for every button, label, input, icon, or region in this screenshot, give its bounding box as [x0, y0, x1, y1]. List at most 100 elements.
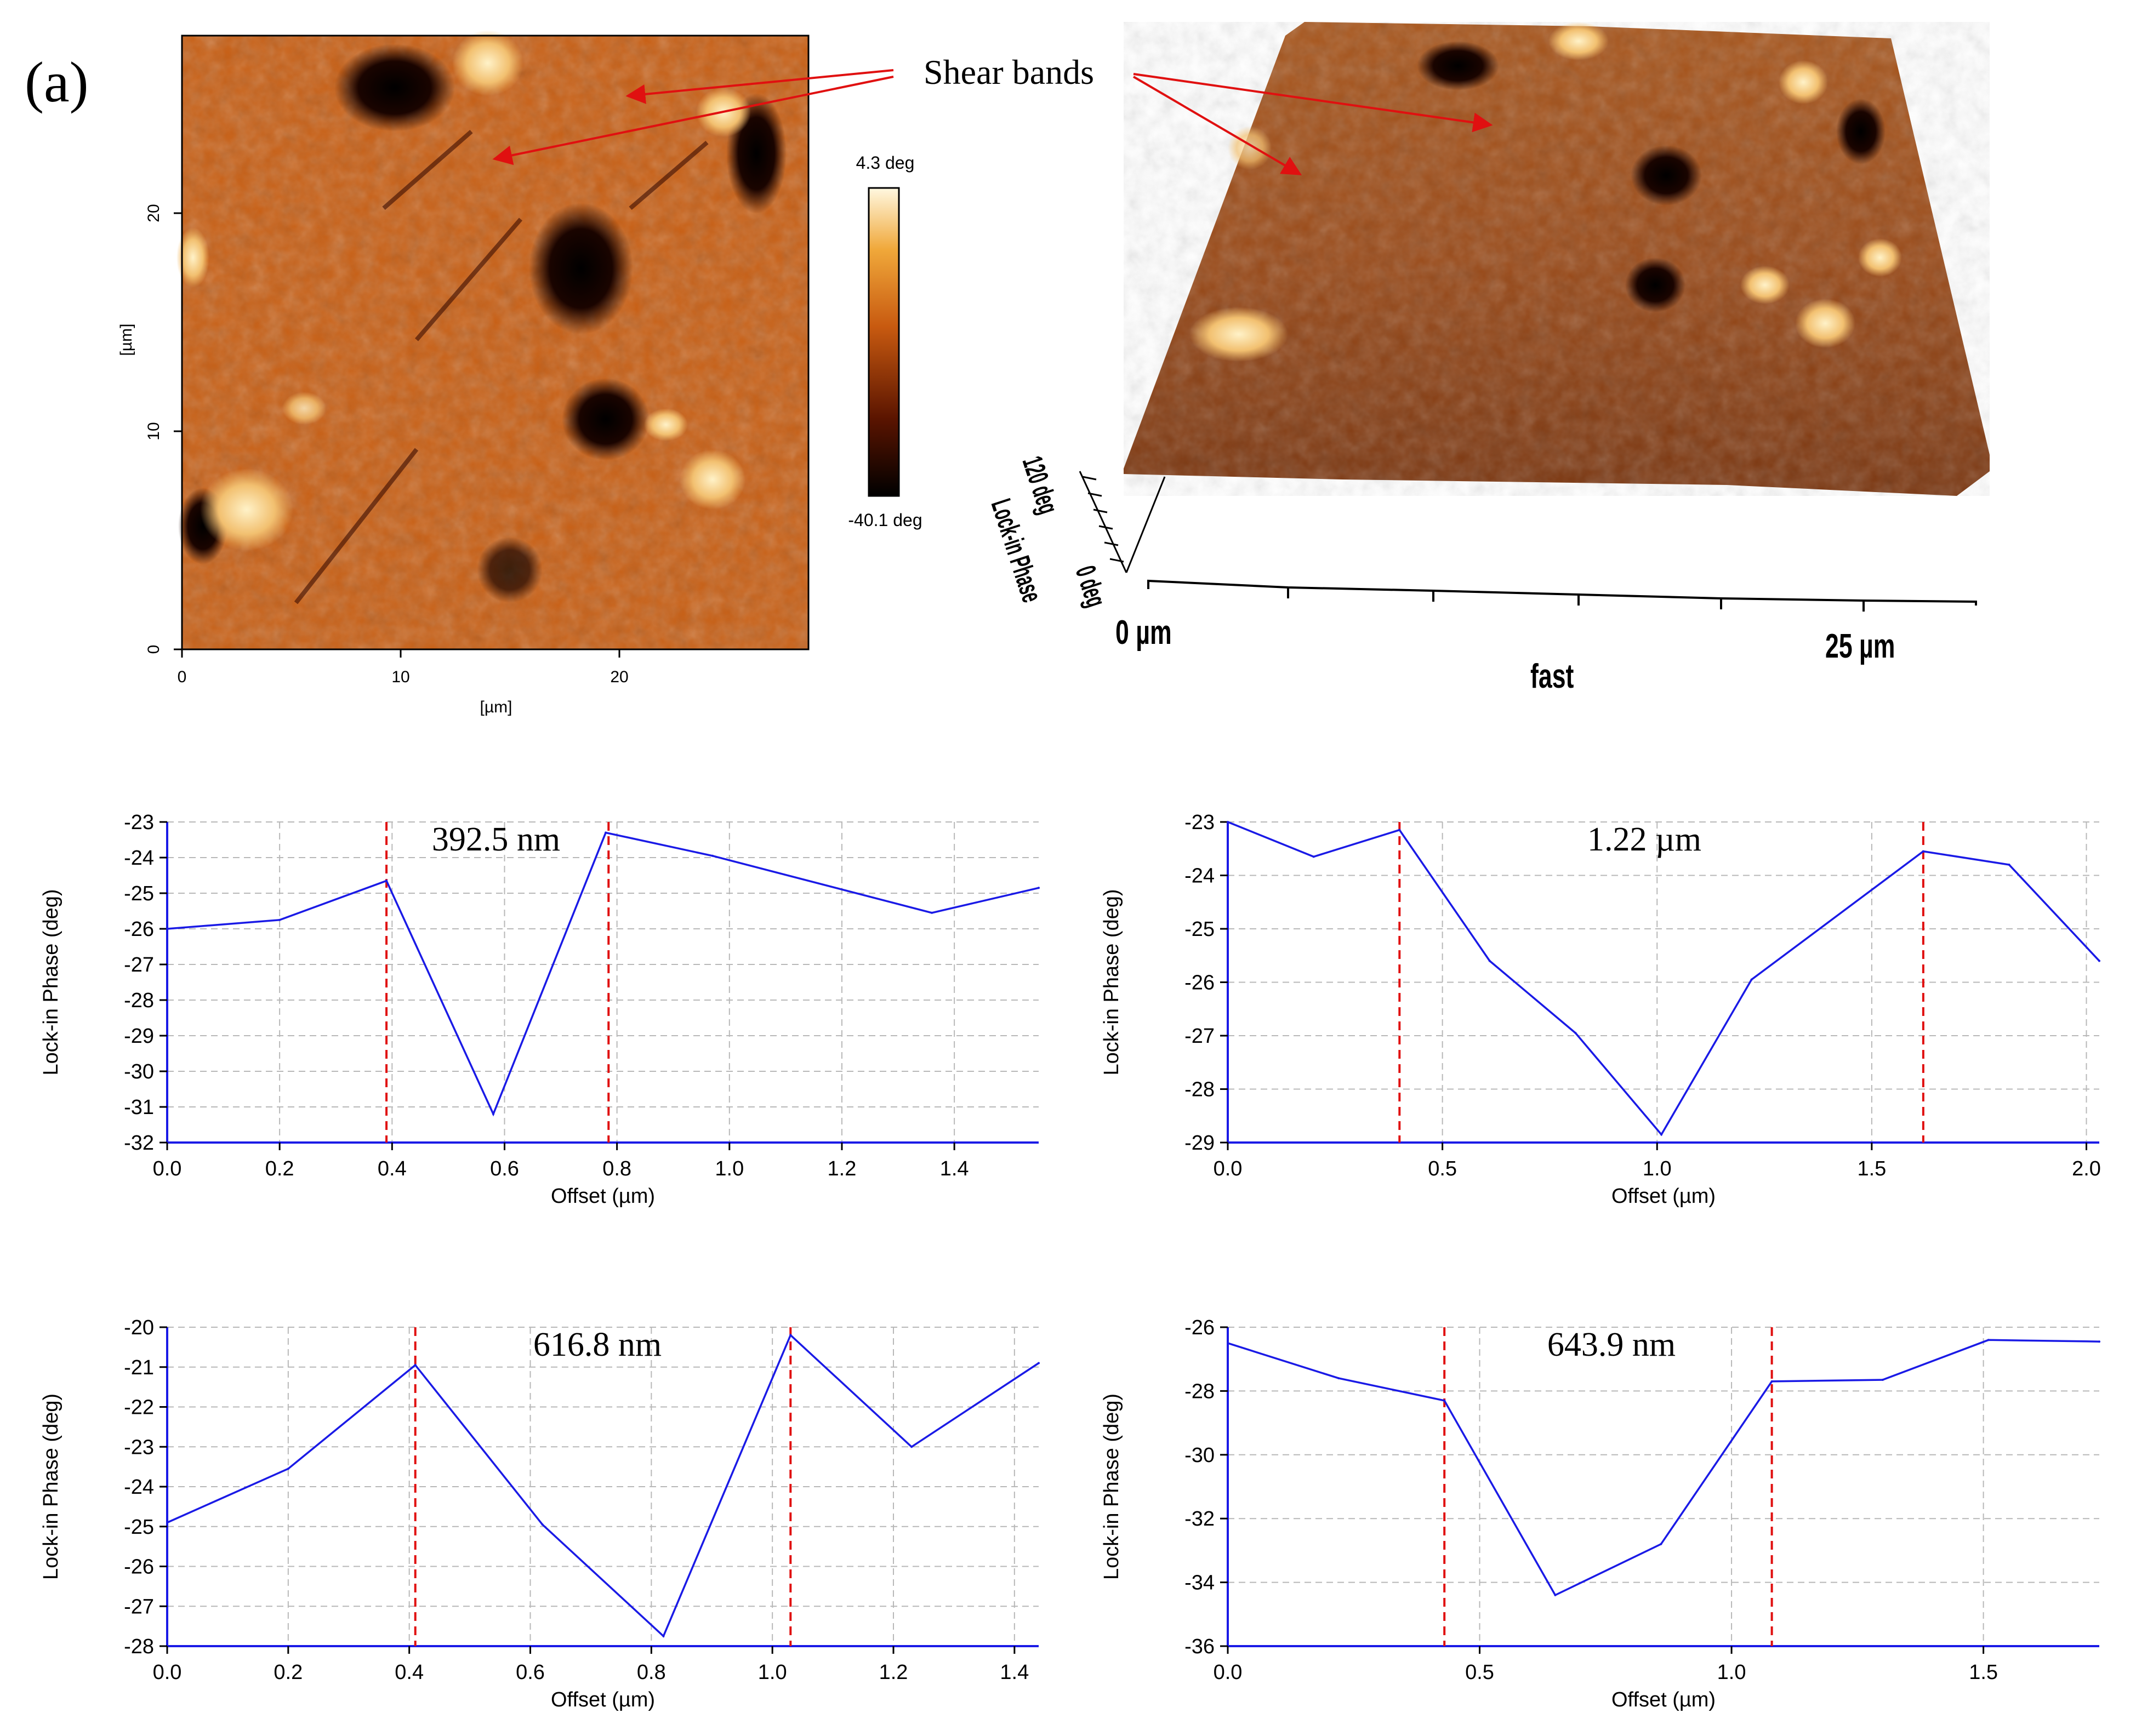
data-point [492, 1113, 494, 1115]
shear-arrow [1132, 76, 1302, 175]
afm-2d-ytick: 10 [145, 422, 163, 440]
x-tick-label: 0.0 [1214, 1157, 1243, 1180]
afm-3d-x-end: 25 µm [1825, 627, 1895, 665]
data-point [1488, 960, 1491, 962]
x-tick-label: 0.4 [395, 1661, 424, 1684]
x-tick-label: 0.6 [490, 1157, 519, 1180]
afm-3d-pit [1631, 145, 1702, 205]
afm-2d-xtick: 10 [391, 668, 409, 686]
data-point [1987, 1339, 1990, 1341]
colorbar-gradient [868, 187, 900, 497]
afm-3d-x-axis [1147, 579, 1977, 606]
data-point [1398, 829, 1401, 831]
y-tick-label: -24 [124, 1476, 154, 1499]
data-point [1337, 1377, 1340, 1380]
data-point [1038, 1362, 1040, 1364]
y-axis-title: Lock-in Phase (deg) [1100, 889, 1123, 1075]
x-tick-label: 1.5 [1969, 1661, 1998, 1684]
shear-arrow [492, 76, 894, 165]
x-axis-title: Offset (µm) [551, 1688, 655, 1711]
afm-3d-x-label: fast [1530, 658, 1574, 695]
data-point [1554, 1594, 1557, 1596]
y-tick-label: -31 [124, 1096, 154, 1119]
afm-3d-x-ticks [1287, 587, 1865, 612]
afm-3d-pit [1417, 41, 1499, 90]
y-tick-label: -29 [1184, 1132, 1215, 1155]
afm-3d-z-ticks [1079, 471, 1127, 573]
afm-3d-surface: 120 deg Lock-in Phase 0 deg 0 µm 25 µm f… [985, 22, 1990, 695]
y-tick-label: -21 [124, 1356, 154, 1379]
y-tick-label: -23 [1184, 811, 1215, 834]
y-tick-label: -26 [1184, 972, 1215, 995]
afm-2d-ytick: 0 [145, 645, 163, 654]
data-point [166, 928, 168, 930]
x-tick-label: 2.0 [2072, 1157, 2101, 1180]
shear-arrow [625, 69, 894, 104]
x-tick-label: 1.5 [1857, 1157, 1886, 1180]
y-tick-label: -25 [124, 1516, 154, 1539]
x-tick-label: 1.0 [1717, 1661, 1746, 1684]
y-axis-title: Lock-in Phase (deg) [39, 1394, 62, 1580]
data-point [2008, 864, 2010, 866]
x-tick-label: 0.2 [274, 1661, 303, 1684]
x-tick-label: 1.4 [940, 1157, 969, 1180]
data-point [278, 918, 281, 921]
afm-2d-ytick: 20 [145, 204, 163, 222]
y-axis-title: Lock-in Phase (deg) [39, 889, 62, 1075]
y-tick-label: -28 [124, 1635, 154, 1658]
data-point [1922, 850, 1924, 853]
afm-2d-shear-band [294, 129, 709, 604]
afm-2d-frame [181, 35, 810, 650]
profile-charts: -23-24-25-26-27-28-29-30-31-320.0 0.2 0.4 0… [39, 811, 2101, 1711]
x-tick-label: 0.2 [265, 1157, 294, 1180]
data-point [1660, 1133, 1663, 1136]
afm-2d-map: 0 10 20 [µm] 0 10 20 [µm] [117, 30, 810, 716]
afm-3d-x-start: 0 µm [1115, 614, 1172, 652]
afm-3d-z-range: 120 deg [1016, 452, 1064, 517]
afm-2d-ticks [174, 212, 620, 658]
data-point [662, 1635, 665, 1637]
profile-chart-p2: -23 -24 -25 -26 -27 -28 -290.0 0.5 1.0 1.5 2.0 Offs… [1100, 811, 2101, 1208]
afm-2d-bump [644, 408, 688, 441]
data-point [541, 1523, 544, 1526]
y-tick-label: -24 [1184, 865, 1215, 888]
data-point [2098, 960, 2100, 962]
x-tick-label: 1.0 [1643, 1157, 1672, 1180]
y-tick-label: -26 [124, 918, 154, 941]
afm-3d-bump [1548, 22, 1609, 60]
panel-label: (a) [25, 50, 89, 114]
colorbar-max-label: 4.3 deg [856, 153, 915, 173]
x-tick-label: 0.5 [1465, 1661, 1494, 1684]
data-point [1574, 1032, 1577, 1035]
shear-bands-annotation: Shear bands [492, 53, 1493, 175]
data-point [789, 1334, 792, 1337]
y-tick-label: -26 [1184, 1316, 1215, 1339]
colorbar: 4.3 deg -40.1 deg [848, 153, 922, 530]
y-tick-label: -22 [124, 1396, 154, 1419]
y-tick-label: -23 [124, 1436, 154, 1459]
afm-3d-texture [1124, 22, 1990, 496]
y-tick-label: -25 [124, 882, 154, 905]
x-tick-label: 1.0 [715, 1157, 744, 1180]
y-tick-label: -26 [124, 1556, 154, 1579]
x-tick-label: 0.8 [637, 1661, 666, 1684]
x-tick-label: 0.4 [378, 1157, 407, 1180]
data-point [1750, 978, 1753, 981]
afm-2d-bump [452, 30, 523, 96]
y-tick-label: -30 [1184, 1444, 1215, 1467]
data-point [1227, 821, 1229, 823]
afm-2d-bump [282, 392, 326, 425]
y-tick-label: -32 [1184, 1507, 1215, 1531]
x-tick-label: 0.5 [1428, 1157, 1457, 1180]
afm-2d-ylabel: [µm] [117, 324, 135, 356]
distance-annotation: 643.9 nm [1547, 1326, 1676, 1363]
afm-3d-pit [1625, 258, 1685, 312]
x-tick-label: 0.0 [153, 1661, 182, 1684]
distance-annotation: 616.8 nm [533, 1326, 662, 1363]
series-line [167, 831, 1039, 1117]
shear-bands-label: Shear bands [924, 53, 1094, 92]
distance-annotation: 392.5 nm [432, 821, 560, 858]
profile-chart-p1: -23 -24 -25 -26 -27 -28 -29 -30 -31 -320.0 0.2 0.4 0… [39, 811, 1040, 1208]
data-point [1660, 1543, 1662, 1545]
